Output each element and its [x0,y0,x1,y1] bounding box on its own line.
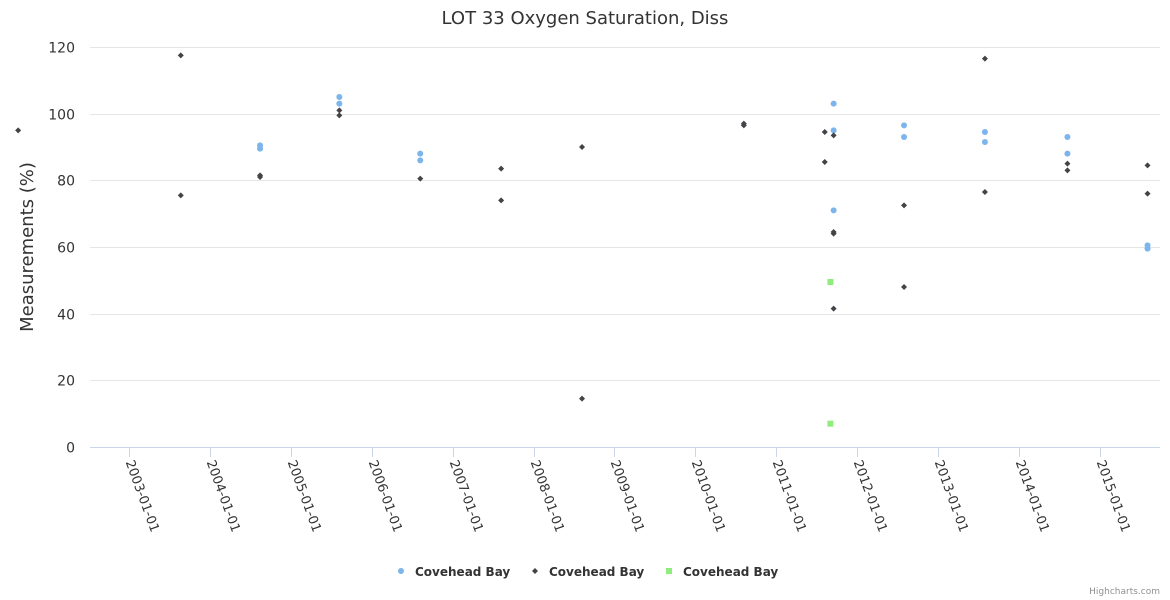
x-tick-label: 2005-01-01 [284,458,324,534]
y-tick-label: 60 [57,241,75,257]
data-point[interactable] [821,159,828,165]
y-tick-label: 0 [66,441,75,457]
plot-points [15,52,1151,427]
y-axis-label: Measurements (%) [17,162,38,332]
y-axis-ticks: 0 20 40 60 80 100 120 [48,41,75,457]
data-point[interactable] [417,150,424,157]
x-tick-label: 2013-01-01 [931,458,971,534]
data-point[interactable] [498,197,505,204]
data-point[interactable] [177,52,184,59]
series-3 [827,279,834,427]
data-point[interactable] [830,127,837,134]
x-tick-label: 2006-01-01 [365,458,405,534]
data-point[interactable] [417,157,424,164]
data-point[interactable] [336,107,343,114]
data-point[interactable] [830,230,837,237]
x-tick-label: 2012-01-01 [850,458,890,534]
data-point[interactable] [981,55,988,62]
data-point[interactable] [579,144,586,150]
y-tick-label: 40 [57,308,75,324]
data-point[interactable] [1064,134,1071,140]
x-tick-label: 2003-01-01 [122,458,162,534]
data-point[interactable] [336,100,343,107]
data-point[interactable] [830,100,837,107]
data-point[interactable] [981,129,988,135]
data-point[interactable] [830,305,837,312]
data-point[interactable] [257,174,264,180]
data-point[interactable] [1064,167,1071,174]
legend-marker[interactable] [532,568,538,574]
data-point[interactable] [1144,190,1151,197]
legend-label[interactable]: Covehead Bay [683,565,778,579]
data-point[interactable] [827,420,834,427]
legend: Covehead Bay Covehead Bay Covehead Bay [398,565,778,579]
data-point[interactable] [830,207,837,214]
x-tick-label: 2015-01-01 [1093,458,1133,534]
data-point[interactable] [830,132,837,139]
x-tick-label: 2004-01-01 [203,458,243,534]
legend-item-3[interactable]: Covehead Bay [666,565,778,579]
x-axis-ticks: 2003-01-01 2004-01-01 2005-01-01 2006-01-01… [122,447,1133,534]
data-point[interactable] [1064,150,1071,157]
data-point[interactable] [177,192,184,199]
legend-item-2[interactable]: Covehead Bay [532,565,644,579]
data-point[interactable] [901,122,908,129]
x-tick-label: 2009-01-01 [607,458,647,534]
data-point[interactable] [740,122,747,129]
data-point[interactable] [981,139,988,145]
legend-label[interactable]: Covehead Bay [415,565,510,579]
data-point[interactable] [1064,160,1071,167]
x-tick-label: 2007-01-01 [446,458,486,534]
series-2 [15,52,1151,402]
series-1 [257,94,1151,252]
data-point[interactable] [257,145,264,152]
y-tick-label: 120 [48,41,75,57]
data-point[interactable] [981,189,988,195]
legend-marker[interactable] [666,568,672,574]
x-tick-label: 2011-01-01 [769,458,809,534]
data-point[interactable] [901,134,908,140]
x-tick-label: 2010-01-01 [688,458,728,534]
data-point[interactable] [417,175,424,182]
legend-label[interactable]: Covehead Bay [549,565,644,579]
chart-title: LOT 33 Oxygen Saturation, Diss [442,8,729,29]
y-tick-label: 100 [48,108,75,124]
data-point[interactable] [498,165,505,172]
legend-item-1[interactable]: Covehead Bay [398,565,510,579]
legend-marker[interactable] [398,568,404,574]
data-point[interactable] [1144,162,1151,169]
data-point[interactable] [1144,245,1151,252]
data-point[interactable] [821,129,828,135]
data-point[interactable] [15,127,22,134]
y-tick-label: 20 [57,374,75,390]
data-point[interactable] [336,94,343,100]
data-point[interactable] [579,395,586,402]
x-tick-label: 2008-01-01 [527,458,567,534]
data-point[interactable] [901,284,908,290]
gridlines [90,47,1160,381]
credits-link[interactable]: Highcharts.com [1089,587,1160,597]
y-tick-label: 80 [57,174,75,190]
data-point[interactable] [827,279,834,285]
data-point[interactable] [336,112,343,119]
data-point[interactable] [901,202,908,209]
x-tick-label: 2014-01-01 [1012,458,1052,534]
